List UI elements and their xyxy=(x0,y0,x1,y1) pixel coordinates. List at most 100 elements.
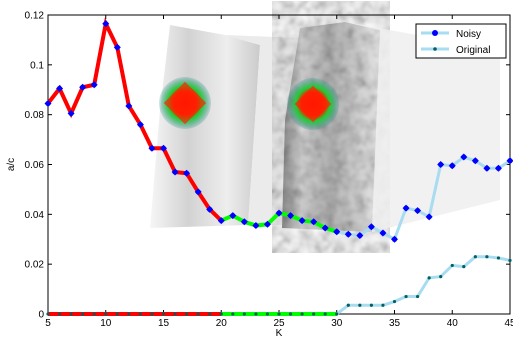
data-point xyxy=(300,312,304,316)
data-point-core xyxy=(218,217,224,224)
x-tick-label: 10 xyxy=(100,318,112,329)
series-layer xyxy=(44,17,513,316)
data-point-core xyxy=(495,165,502,171)
data-point xyxy=(369,303,373,307)
data-point xyxy=(346,303,350,307)
data-point-core xyxy=(461,154,467,160)
data-point-core xyxy=(103,21,109,27)
data-point xyxy=(127,312,131,316)
heat-blob-left xyxy=(159,77,211,129)
data-point-core xyxy=(357,232,363,239)
data-point xyxy=(219,312,223,316)
legend: Noisy Original xyxy=(415,23,507,59)
data-point xyxy=(196,312,200,316)
data-point xyxy=(185,312,189,316)
data-point-core xyxy=(172,169,178,175)
data-point xyxy=(358,303,362,307)
data-point-core xyxy=(484,165,490,171)
data-point xyxy=(231,312,235,316)
series-line xyxy=(48,255,511,316)
data-point xyxy=(254,312,258,316)
data-point-core xyxy=(438,161,444,168)
data-point-core xyxy=(207,206,213,212)
data-point-core xyxy=(230,212,236,219)
series-highlight-segment xyxy=(46,17,223,222)
data-point-core xyxy=(311,219,317,225)
data-point-core xyxy=(472,158,478,164)
data-point xyxy=(288,312,293,316)
y-tick-label: 0.02 xyxy=(25,260,45,271)
data-point xyxy=(150,312,154,316)
series-noisy xyxy=(44,17,513,243)
data-point xyxy=(115,312,119,316)
data-point-core xyxy=(91,82,97,88)
x-tick-label: 35 xyxy=(389,318,401,329)
data-point-core xyxy=(345,231,351,237)
data-point xyxy=(46,312,50,316)
y-axis-label: a/c xyxy=(6,158,17,171)
data-point-core xyxy=(149,145,155,151)
data-point-core xyxy=(368,224,374,230)
rendered-surface-image xyxy=(150,22,500,232)
data-point xyxy=(138,312,142,316)
data-point xyxy=(92,312,96,316)
legend-noisy-marker xyxy=(432,30,438,36)
y-tick-label: 0.04 xyxy=(25,210,45,221)
data-point xyxy=(161,312,166,316)
x-tick-label: 15 xyxy=(158,318,170,329)
data-point-core xyxy=(449,163,455,169)
data-point-core xyxy=(264,221,271,227)
heat-blob-right xyxy=(287,78,339,130)
data-point-core xyxy=(403,205,409,211)
data-point-core xyxy=(287,212,294,219)
y-tick-label: 0.08 xyxy=(25,110,45,121)
x-tick-label: 25 xyxy=(273,318,285,329)
legend-original-label: Original xyxy=(456,45,490,56)
data-point xyxy=(392,299,397,304)
data-point xyxy=(242,312,246,316)
data-point-core xyxy=(114,44,120,50)
data-point-core xyxy=(56,85,63,92)
series-original xyxy=(46,255,512,316)
x-tick-label: 20 xyxy=(216,318,228,329)
data-point xyxy=(57,312,62,316)
data-point xyxy=(404,294,408,299)
data-point xyxy=(335,312,339,316)
data-point xyxy=(462,265,466,269)
x-axis-label: K xyxy=(276,328,283,338)
data-point xyxy=(427,276,431,280)
data-point-core xyxy=(276,210,282,216)
data-point xyxy=(81,312,85,316)
data-point-core xyxy=(184,170,190,176)
data-point-core xyxy=(380,230,386,236)
y-tick-label: 0.06 xyxy=(25,160,45,171)
data-point xyxy=(312,312,316,316)
data-point xyxy=(473,255,477,259)
data-point-core xyxy=(137,122,143,128)
x-tick-label: 45 xyxy=(504,318,513,329)
legend-noisy-label: Noisy xyxy=(456,29,481,40)
data-point xyxy=(277,312,281,316)
data-point-core xyxy=(80,84,86,90)
y-tick-label: 0.1 xyxy=(30,60,44,71)
data-point xyxy=(485,255,489,259)
data-point xyxy=(104,312,108,316)
data-point xyxy=(323,312,327,316)
data-point-core xyxy=(241,219,247,225)
data-point xyxy=(439,275,443,279)
data-point-core xyxy=(507,158,513,164)
y-tick-label: 0.12 xyxy=(25,11,45,22)
data-point-core xyxy=(126,103,132,109)
axis-ticks: 5 10 15 20 25 30 35 40 45 0 0.02 0.04 0.06 0.08 0.1 0.1… xyxy=(25,11,513,330)
data-point-core xyxy=(391,236,398,242)
data-point-core xyxy=(45,100,51,107)
data-point-core xyxy=(334,229,340,235)
legend-box xyxy=(415,23,507,59)
data-point xyxy=(496,256,501,260)
data-point-core xyxy=(195,189,201,195)
data-point-core xyxy=(426,214,432,220)
data-point xyxy=(265,312,270,316)
data-point-core xyxy=(253,222,259,229)
